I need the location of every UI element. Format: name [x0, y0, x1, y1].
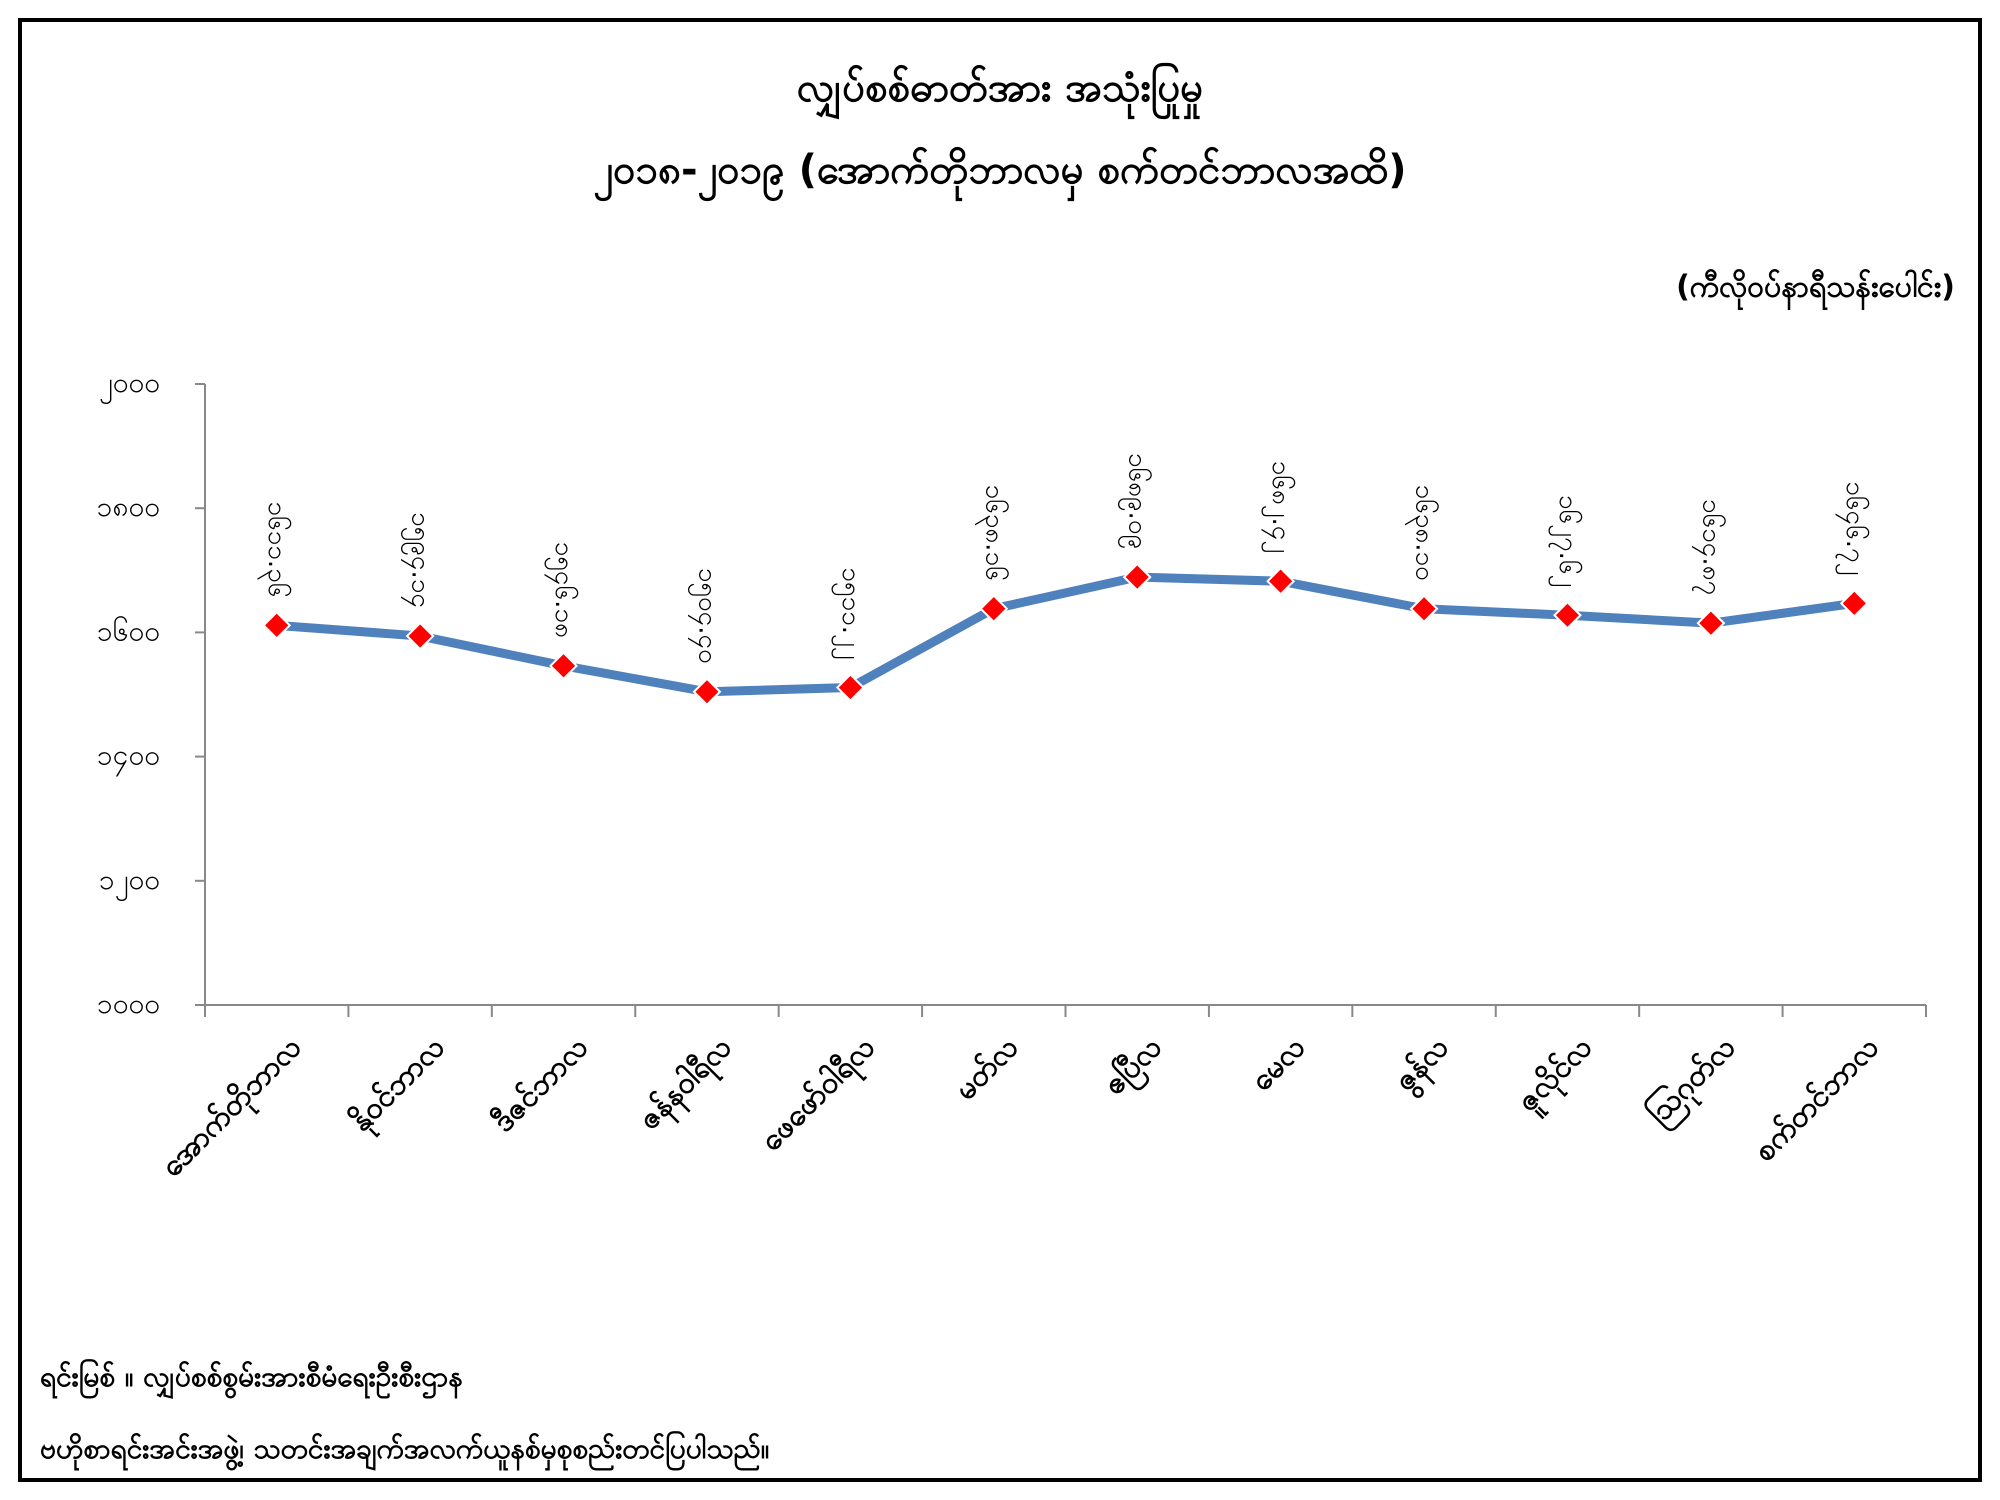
- value-label: ၁၆၁၄.၈၇: [1691, 499, 1728, 596]
- marker: [549, 651, 578, 681]
- chart-border: [18, 18, 1982, 1482]
- value-label: ၁၆၈၂.၄၂: [1261, 461, 1298, 554]
- value-label: ၁၅၉၄.၁၄: [401, 512, 436, 608]
- marker: [1122, 562, 1152, 592]
- marker: [979, 594, 1009, 624]
- marker: [835, 673, 865, 702]
- value-label: ၁၆၃၈.၁၆: [974, 484, 1011, 581]
- y-tick-label: ၁၆၀၀: [97, 613, 160, 647]
- marker: [1553, 600, 1582, 630]
- marker: [1696, 608, 1726, 638]
- y-tick-label: ၁၈၀၀: [97, 490, 160, 523]
- chart-title: လျှပ်စစ်ဓာတ်အား အသုံးပြုမှု: [797, 63, 1203, 120]
- marker: [1839, 588, 1869, 618]
- y-tick-label: ၂၀၀၀: [99, 366, 160, 405]
- value-label: ၁၅၄၆.၁၈: [544, 542, 581, 638]
- chart-subtitle: ၂၀၁၈-၂၀၁၉ (အောက်တိုဘာလမှ စက်တင်ဘာလအထိ): [593, 147, 1406, 202]
- value-label: ၁၆၈၉.၀၉: [1118, 453, 1155, 550]
- unit-label: (ကီလိုဝပ်နာရီသန်းပေါင်း): [1676, 268, 1955, 312]
- value-label: ၁၆၁၁.၃၆: [257, 501, 294, 597]
- data-line: [276, 572, 1855, 697]
- value-label: ၁၆၄၆.၇၂: [1835, 481, 1872, 575]
- y-tick-label: ၁၄၀၀: [97, 739, 160, 778]
- marker: [262, 610, 292, 640]
- y-tick-label: ၁၀၀၀: [97, 987, 160, 1020]
- marker: [1266, 566, 1296, 596]
- value-label: ၁၆၂၇.၆၂: [1548, 495, 1585, 588]
- value-label: ၁၅၁၁.၂၂: [831, 567, 866, 660]
- value-label: ၁၅၀၄.၄၀: [687, 568, 722, 664]
- marker: [692, 677, 722, 707]
- value-label: ၁၆၃၈.၁၀: [1405, 484, 1442, 581]
- marker: [1409, 594, 1439, 624]
- y-tick-label: ၁၂၀၀: [99, 863, 160, 902]
- marker: [405, 621, 435, 651]
